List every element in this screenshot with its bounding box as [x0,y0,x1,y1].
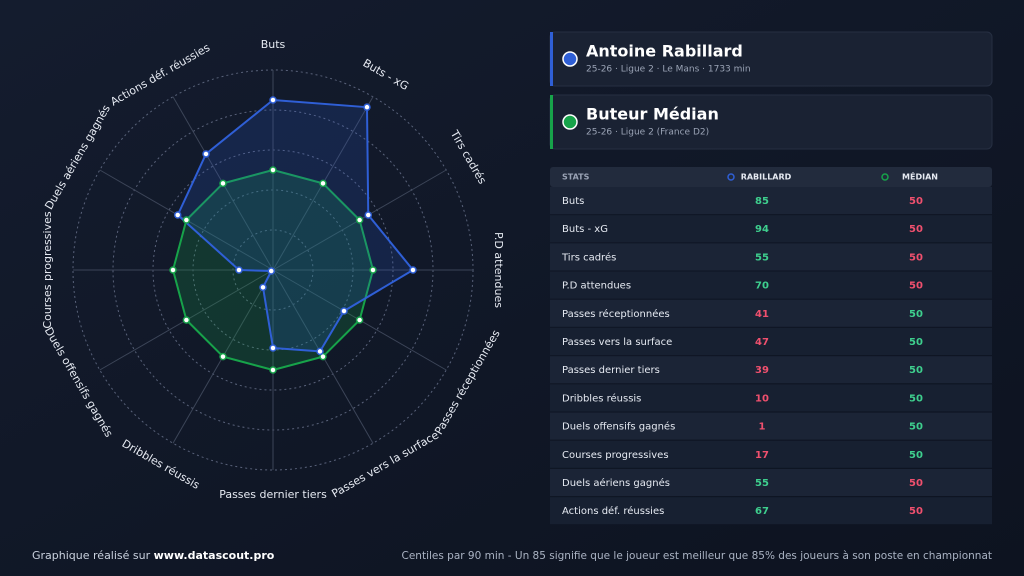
table-value: 50 [909,337,923,348]
table-value: 70 [755,281,769,292]
row-label: Actions déf. réussies [562,505,664,517]
data-point [363,103,371,111]
table-value: 50 [909,365,923,376]
table-value: 1 [759,422,766,433]
table-row [550,271,992,299]
data-point [369,266,377,274]
data-point [316,347,324,356]
card-accent [550,95,553,149]
table-value: 85 [755,196,769,207]
table-row [550,384,992,412]
table-row [550,187,992,214]
data-point [409,266,417,274]
data-point [169,266,177,274]
row-label: P.D attendues [562,281,631,292]
legend-label: Buteur Médian [586,105,719,124]
player-subtitle: 25-26 · Ligue 2 · Le Mans · 1733 min [586,65,751,75]
table-value: 50 [909,393,923,404]
table-row [550,469,992,496]
axis-label: Courses progressives [41,211,54,328]
data-point [269,96,277,104]
row-label: Passes réceptionnées [562,308,670,320]
data-point [219,179,227,188]
data-point [355,216,364,224]
table-value: 50 [909,506,923,517]
footer-note: Centiles par 90 min - Un 85 signifie que… [402,550,993,562]
data-point [355,316,364,324]
data-point [340,307,348,315]
table-value: 50 [909,422,923,433]
data-point [269,166,277,174]
table-row [550,299,992,327]
row-label: Buts - xG [562,224,608,235]
row-label: Duels offensifs gagnés [562,421,675,433]
table-row [550,497,992,525]
data-point [219,352,227,361]
table-value: 41 [755,309,769,320]
table-value: 55 [755,478,769,489]
table-value: 47 [755,337,769,348]
table-value: 17 [755,450,769,461]
legend-marker [562,51,578,67]
row-label: Passes vers la surface [562,337,672,348]
legend-marker [562,114,578,130]
table-row [550,328,992,355]
table-value: 50 [909,224,923,235]
table-value: 10 [755,393,769,404]
table-header: STATS [562,173,590,182]
table-value: 50 [909,252,923,263]
table-row [550,412,992,440]
axis-label: P.D attendues [492,232,505,308]
table-header-bg [550,167,992,187]
data-point [182,216,191,224]
footer-link: www.datascout.pro [154,549,275,562]
data-point [182,316,191,324]
table-value: 55 [755,252,769,263]
table-value: 67 [755,506,769,517]
data-point [267,267,276,275]
data-point [269,344,277,352]
data-point [319,179,327,188]
data-point [202,150,210,158]
data-point [364,211,373,219]
table-value: 50 [909,196,923,207]
data-point [259,283,267,292]
data-point [269,366,277,374]
table-value: 50 [909,478,923,489]
legend-label: Antoine Rabillard [586,42,743,61]
table-row [550,440,992,468]
data-point [173,211,182,219]
table-value: 50 [909,281,923,292]
row-label: Courses progressives [562,450,669,461]
table-value: 94 [755,224,769,235]
table-value: 50 [909,309,923,320]
table-row [550,215,992,243]
row-label: Tirs cadrés [561,251,616,263]
card-accent [550,32,553,86]
table-header: MÉDIAN [902,171,938,182]
header-marker [881,173,889,181]
axis-label: Buts [261,38,286,51]
table-row [550,243,992,271]
row-label: Passes dernier tiers [562,365,660,376]
table-header: RABILLARD [741,173,792,182]
player-subtitle: 25-26 · Ligue 2 (France D2) [586,128,709,138]
row-label: Duels aériens gagnés [562,477,670,489]
footer-text: Graphique réalisé sur [32,549,151,562]
footer-left: Graphique réalisé sur www.datascout.pro [32,549,275,562]
data-point [235,266,243,274]
header-marker [727,173,735,181]
table-row [550,356,992,384]
axis-label: Passes dernier tiers [219,488,327,501]
table-value: 50 [909,450,923,461]
table-value: 39 [755,365,769,376]
row-label: Buts [562,196,584,207]
row-label: Dribbles réussis [562,392,641,404]
